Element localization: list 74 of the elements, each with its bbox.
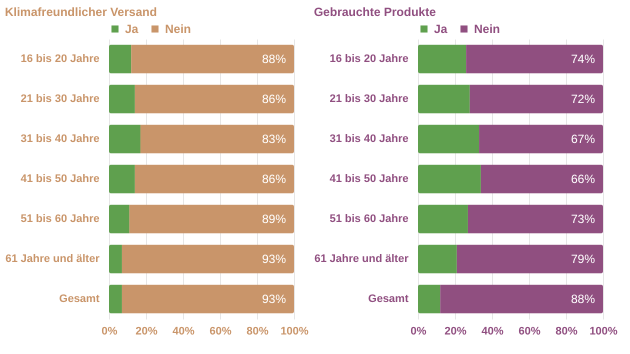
y-tick-label: 51 bis 60 Jahre [330, 213, 408, 225]
bar [418, 164, 481, 194]
bar [480, 164, 603, 194]
data-label: 86% [262, 172, 286, 186]
x-tick-label: 0% [102, 326, 118, 338]
y-tick-label: 16 bis 20 Jahre [330, 53, 408, 65]
bar [479, 124, 603, 154]
bar [418, 84, 470, 114]
bar [418, 204, 468, 234]
bar [140, 124, 294, 154]
bar [122, 284, 294, 314]
y-tick-label: 31 bis 40 Jahre [330, 133, 408, 145]
y-tick-label: 31 bis 40 Jahre [20, 133, 100, 145]
chart-title: Klimafreundlicher Versand [4, 5, 157, 19]
bar [129, 204, 294, 234]
y-tick-label: 41 bis 50 Jahre [20, 173, 100, 185]
bar [109, 44, 132, 74]
data-label: 74% [570, 52, 596, 66]
data-label: 67% [570, 132, 596, 146]
bar [109, 284, 122, 314]
y-tick-label: Gesamt [368, 293, 409, 305]
x-tick-label: 40% [481, 326, 504, 338]
bar [134, 164, 294, 194]
bar [134, 84, 294, 114]
data-label: 86% [262, 92, 286, 106]
data-label: 89% [262, 212, 286, 226]
data-label: 66% [570, 172, 596, 186]
x-tick-label: 20% [444, 326, 467, 338]
legend-label: Nein [165, 22, 192, 36]
data-label: 72% [570, 92, 596, 106]
data-label: 88% [570, 292, 596, 306]
y-tick-label: 21 bis 30 Jahre [20, 93, 100, 105]
x-tick-label: 100% [589, 326, 618, 338]
data-label: 83% [262, 132, 286, 146]
data-label: 73% [570, 212, 596, 226]
bar [418, 284, 440, 314]
bar [470, 84, 603, 114]
x-tick-label: 20% [135, 326, 158, 338]
bar [418, 124, 480, 154]
data-label: 79% [570, 252, 596, 266]
legend-label: Ja [434, 22, 448, 36]
bar [109, 204, 130, 234]
bar [122, 244, 294, 274]
bar [468, 204, 603, 234]
y-tick-label: 41 bis 50 Jahre [330, 173, 408, 185]
bar [418, 44, 466, 74]
bar [109, 124, 140, 154]
chart-title: Gebrauchte Produkte [314, 5, 436, 19]
x-tick-label: 80% [555, 326, 578, 338]
legend-label: Nein [474, 22, 500, 36]
data-label: 93% [262, 252, 286, 266]
y-tick-label: Gesamt [59, 293, 100, 305]
y-tick-label: 61 Jahre und älter [5, 253, 100, 265]
bar [456, 244, 603, 274]
x-tick-label: 0% [410, 326, 427, 338]
legend-label: Ja [125, 22, 139, 36]
x-tick-label: 100% [280, 326, 309, 338]
y-tick-label: 21 bis 30 Jahre [330, 93, 408, 105]
x-tick-label: 60% [209, 326, 232, 338]
data-label: 88% [262, 52, 286, 66]
y-tick-label: 61 Jahre und älter [314, 253, 410, 265]
bar [109, 244, 122, 274]
y-tick-label: 16 bis 20 Jahre [20, 53, 100, 65]
bar [440, 284, 603, 314]
bar [418, 244, 457, 274]
bar [466, 44, 603, 74]
x-tick-label: 40% [172, 326, 195, 338]
y-tick-label: 51 bis 60 Jahre [20, 213, 100, 225]
bar [109, 164, 135, 194]
bar [109, 84, 135, 114]
bar [131, 44, 294, 74]
x-tick-label: 60% [518, 326, 541, 338]
data-label: 93% [262, 292, 286, 306]
x-tick-label: 80% [246, 326, 269, 338]
